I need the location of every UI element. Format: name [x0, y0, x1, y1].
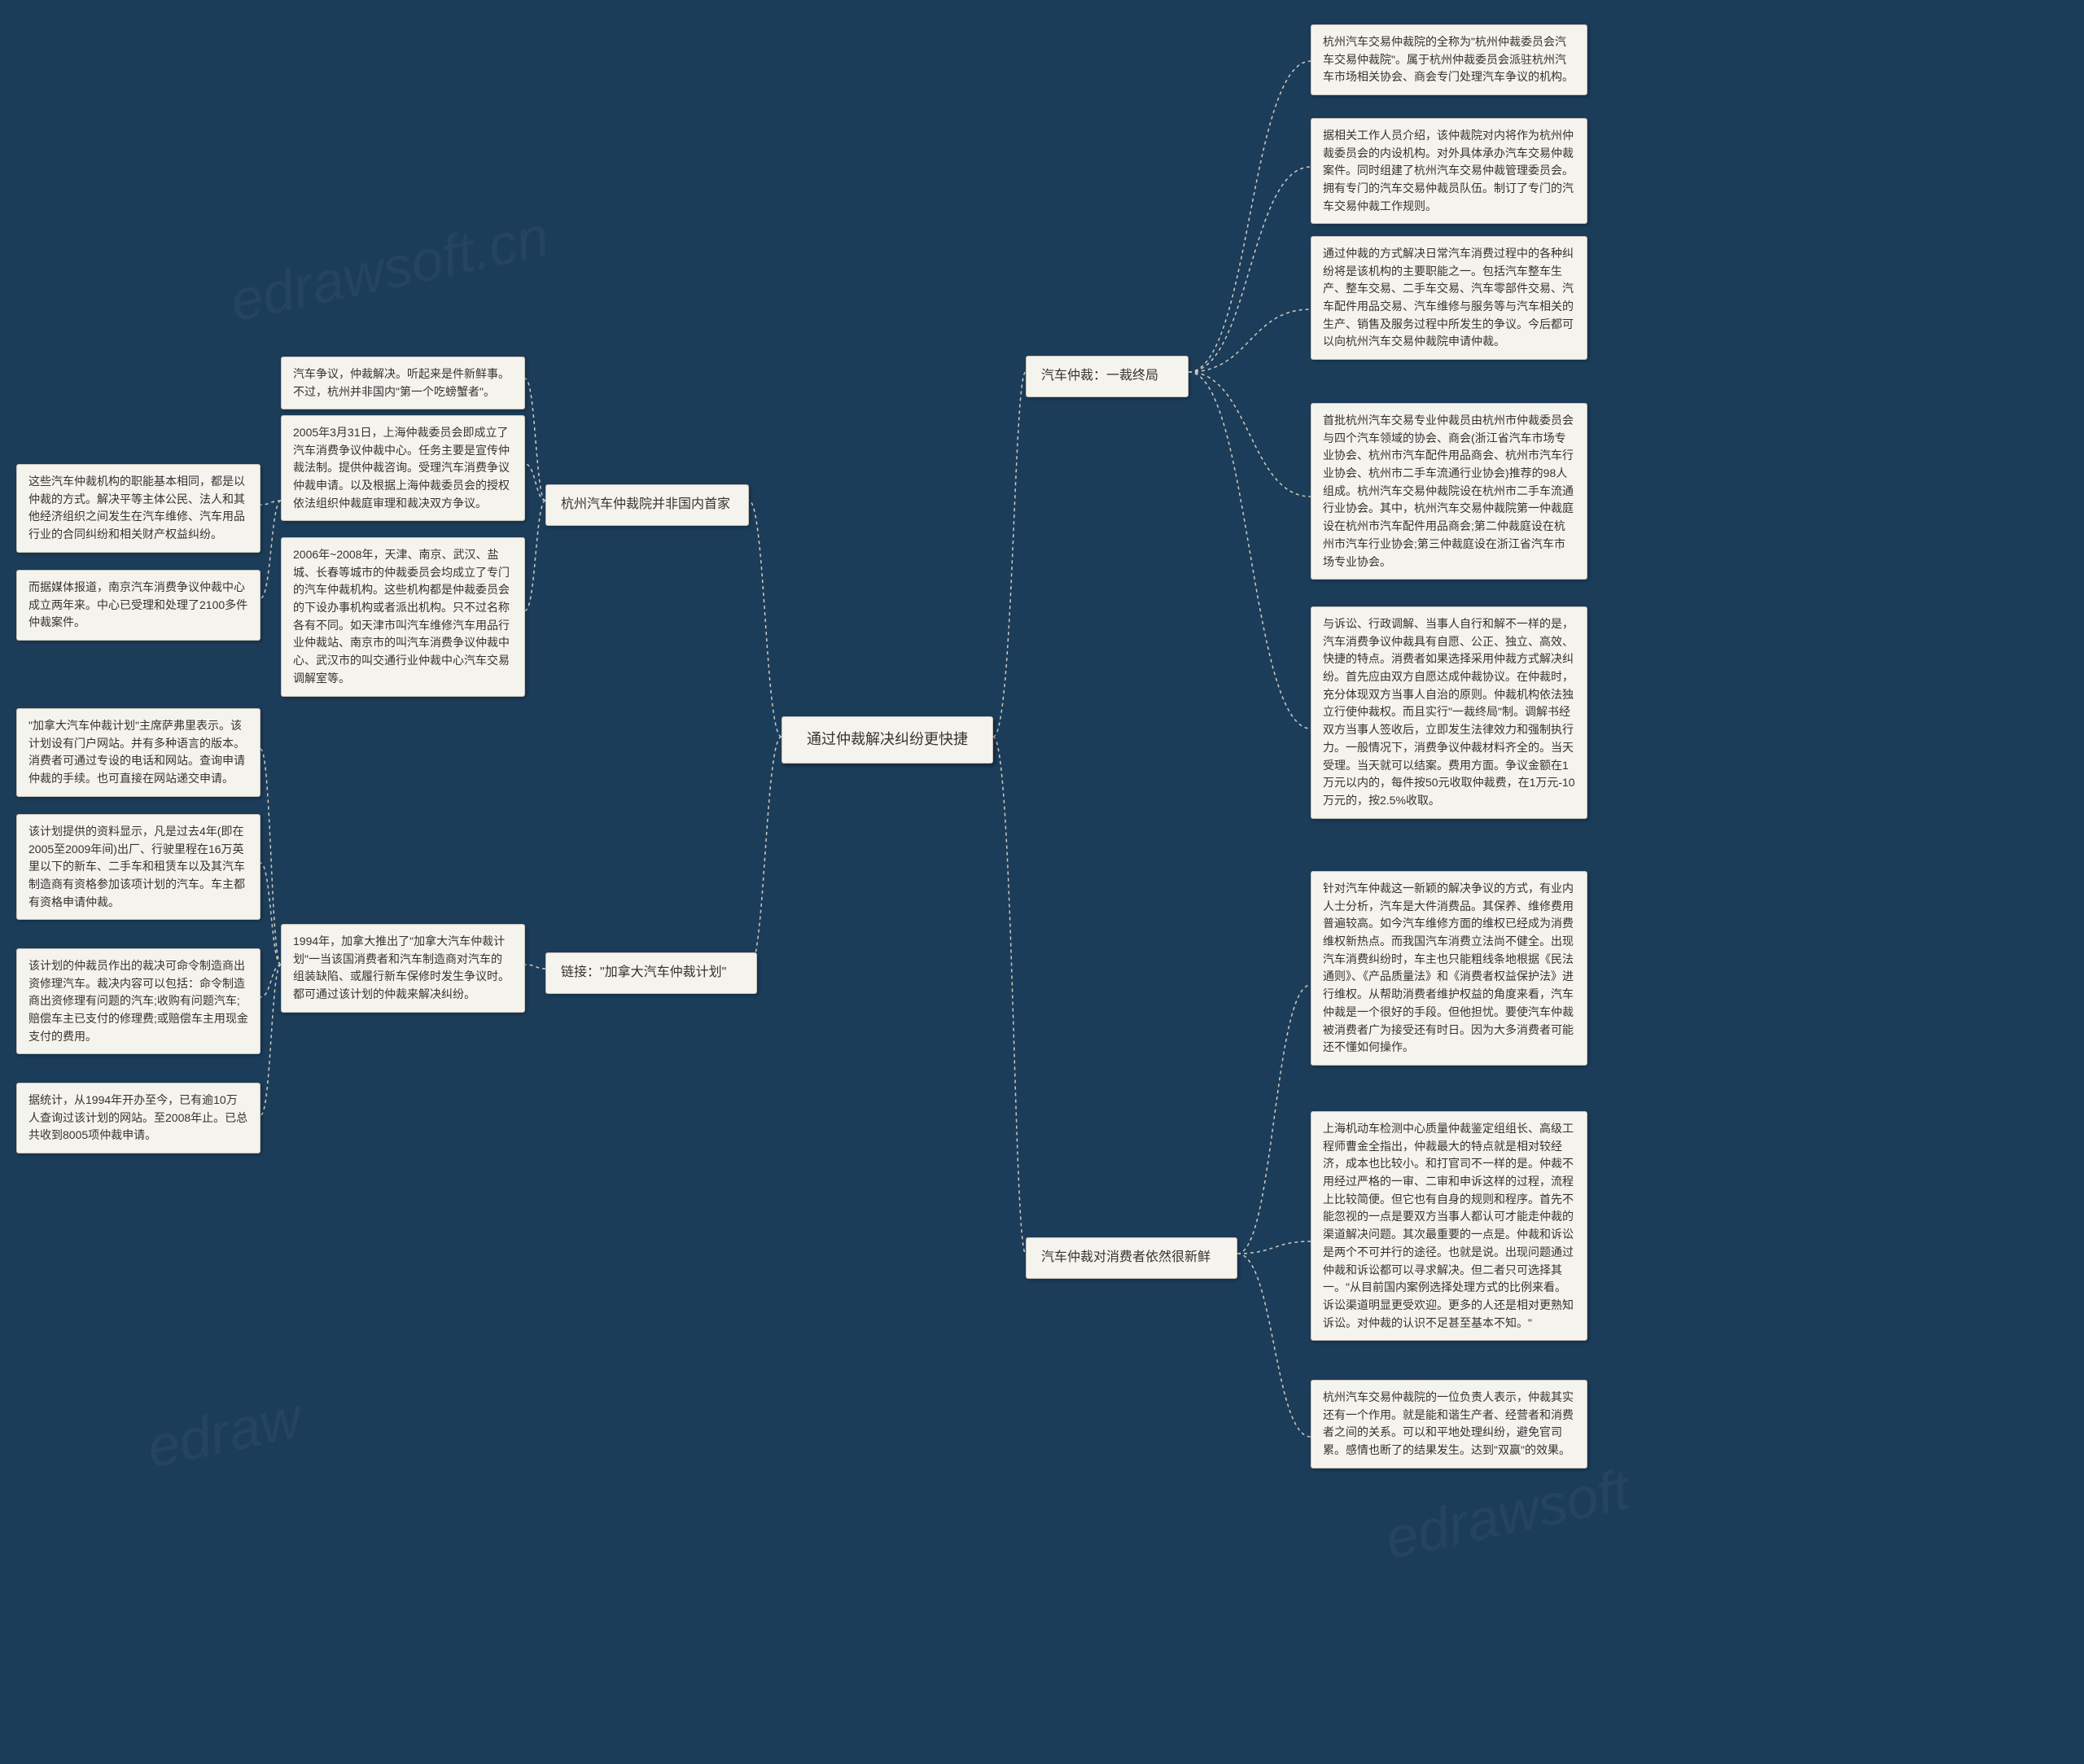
leaf-node: 该计划的仲裁员作出的裁决可命令制造商出资修理汽车。裁决内容可以包括：命令制造商出…	[16, 948, 260, 1054]
watermark: edrawsoft	[1380, 1456, 1635, 1571]
leaf-node: 上海机动车检测中心质量仲裁鉴定组组长、高级工程师曹金全指出，仲裁最大的特点就是相…	[1311, 1111, 1587, 1341]
center-node: 通过仲裁解决纠纷更快捷	[782, 716, 993, 764]
leaf-node: 据相关工作人员介绍，该仲裁院对内将作为杭州仲裁委员会的内设机构。对外具体承办汽车…	[1311, 118, 1587, 224]
branch-arbitration-final: 汽车仲裁：一裁终局	[1026, 356, 1189, 397]
watermark: edraw	[142, 1385, 307, 1481]
leaf-node: 杭州汽车交易仲裁院的一位负责人表示，仲裁其实还有一个作用。就是能和谐生产者、经营…	[1311, 1380, 1587, 1469]
leaf-node: 1994年，加拿大推出了"加拿大汽车仲裁计划"一当该国消费者和汽车制造商对汽车的…	[281, 924, 525, 1013]
leaf-node: 首批杭州汽车交易专业仲裁员由杭州市仲裁委员会与四个汽车领域的协会、商会(浙江省汽…	[1311, 403, 1587, 580]
leaf-node: 2005年3月31日，上海仲裁委员会即成立了汽车消费争议仲裁中心。任务主要是宣传…	[281, 415, 525, 521]
watermark: edrawsoft.cn	[225, 204, 554, 335]
leaf-node: 而据媒体报道，南京汽车消费争议仲裁中心成立两年来。中心已受理和处理了2100多件…	[16, 570, 260, 641]
branch-consumer-fresh: 汽车仲裁对消费者依然很新鲜	[1026, 1237, 1237, 1279]
leaf-node: 2006年~2008年，天津、南京、武汉、盐城、长春等城市的仲裁委员会均成立了专…	[281, 537, 525, 697]
connector-layer	[0, 0, 2084, 1764]
leaf-node: 据统计，从1994年开办至今，已有逾10万人查询过该计划的网站。至2008年止。…	[16, 1083, 260, 1153]
leaf-node: "加拿大汽车仲裁计划"主席萨弗里表示。该计划设有门户网站。并有多种语言的版本。消…	[16, 708, 260, 797]
leaf-node: 与诉讼、行政调解、当事人自行和解不一样的是，汽车消费争议仲裁具有自愿、公正、独立…	[1311, 606, 1587, 819]
branch-not-first: 杭州汽车仲裁院并非国内首家	[545, 484, 749, 526]
leaf-node: 杭州汽车交易仲裁院的全称为"杭州仲裁委员会汽车交易仲裁院"。属于杭州仲裁委员会派…	[1311, 24, 1587, 95]
leaf-node: 汽车争议，仲裁解决。听起来是件新鲜事。不过，杭州并非国内"第一个吃螃蟹者"。	[281, 357, 525, 409]
branch-canada-link: 链接："加拿大汽车仲裁计划"	[545, 952, 757, 994]
leaf-node: 通过仲裁的方式解决日常汽车消费过程中的各种纠纷将是该机构的主要职能之一。包括汽车…	[1311, 236, 1587, 360]
leaf-node: 针对汽车仲裁这一新颖的解决争议的方式，有业内人士分析，汽车是大件消费品。其保养、…	[1311, 871, 1587, 1066]
leaf-node: 该计划提供的资料显示，凡是过去4年(即在2005至2009年间)出厂、行驶里程在…	[16, 814, 260, 920]
leaf-node: 这些汽车仲裁机构的职能基本相同，都是以仲裁的方式。解决平等主体公民、法人和其他经…	[16, 464, 260, 553]
mindmap-canvas: edrawsoft.cn edrawsoft edraw 通过仲裁解决纠纷更快捷…	[0, 0, 2084, 1764]
